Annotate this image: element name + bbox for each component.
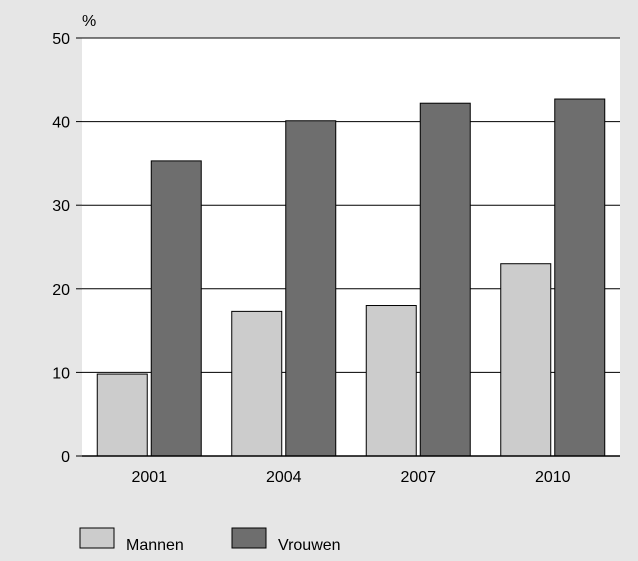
bar-mannen-2010 <box>500 263 552 457</box>
y-tick-label-30: 30 <box>52 198 70 215</box>
legend-label-mannen: Mannen <box>126 537 184 554</box>
legend-swatch-mannen <box>79 527 115 549</box>
bar-vrouwen-2004 <box>285 120 337 457</box>
bar-vrouwen-2001 <box>150 160 202 457</box>
x-tick-label-2010: 2010 <box>535 469 571 486</box>
x-tick-label-2007: 2007 <box>400 469 436 486</box>
x-tick-label-2004: 2004 <box>266 469 302 486</box>
legend: Mannen Vrouwen <box>79 527 341 554</box>
bar-vrouwen-2007 <box>419 102 471 457</box>
y-tick-label-0: 0 <box>61 449 70 466</box>
bar-mannen-2001 <box>96 373 148 457</box>
y-tick-label-50: 50 <box>52 31 70 48</box>
legend-label-vrouwen: Vrouwen <box>278 537 341 554</box>
y-axis: 0 10 20 30 40 50 <box>52 31 82 466</box>
bar-vrouwen-2010 <box>554 98 606 457</box>
y-axis-unit-label: % <box>82 13 96 30</box>
x-axis: 2001 2004 2007 2010 <box>131 469 570 486</box>
y-tick-label-20: 20 <box>52 282 70 299</box>
legend-swatch-vrouwen <box>231 527 267 549</box>
bar-mannen-2004 <box>231 310 283 457</box>
y-tick-label-40: 40 <box>52 115 70 132</box>
y-tick-label-10: 10 <box>52 365 70 382</box>
bar-mannen-2007 <box>365 305 417 457</box>
bars <box>96 98 606 457</box>
x-tick-label-2001: 2001 <box>131 469 167 486</box>
